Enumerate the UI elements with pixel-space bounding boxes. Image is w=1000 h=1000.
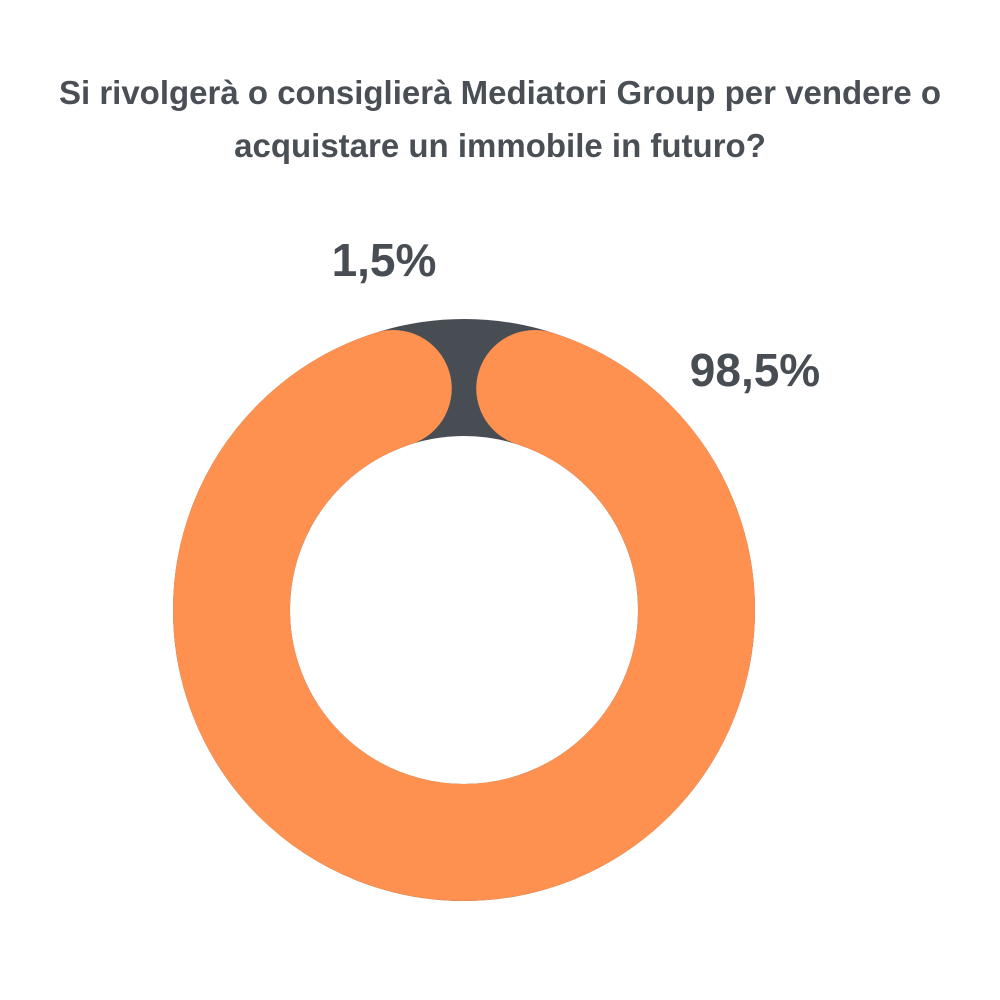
slice-labels: 1,5% 98,5%	[332, 234, 821, 396]
slice-label-large: 98,5%	[690, 344, 820, 396]
chart-title: Si rivolgerà o consiglierà Mediatori Gro…	[58, 74, 942, 164]
slice-label-small: 1,5%	[332, 234, 437, 286]
slice-98-5-percent	[173, 330, 755, 901]
donut-slices	[173, 319, 755, 901]
